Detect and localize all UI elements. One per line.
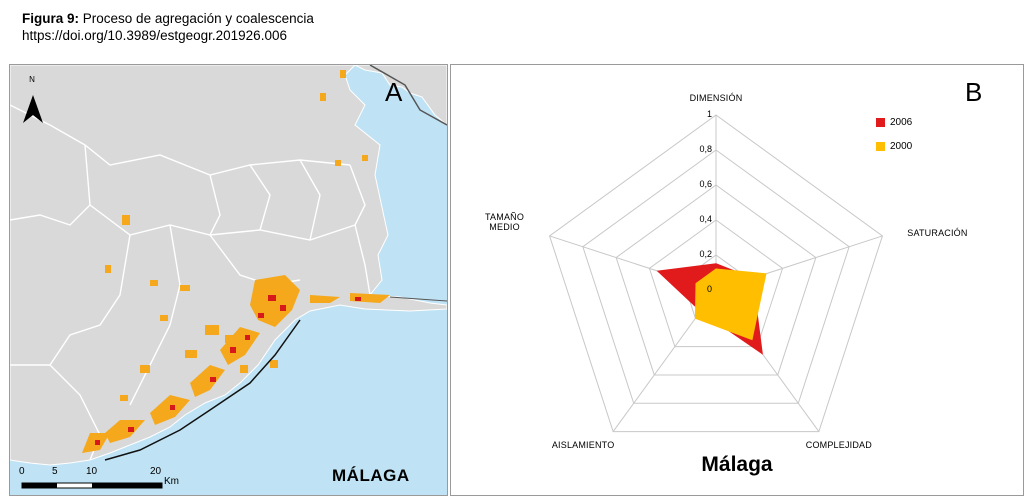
radar-tick-label: 0,6 [699, 179, 712, 189]
place-label: MÁLAGA [332, 466, 410, 485]
radar-axis-label: AISLAMIENTO [551, 439, 615, 450]
urban-2006 [95, 295, 361, 445]
radar-grid-ring [548, 114, 884, 433]
radar-tick-label: 0,8 [699, 144, 712, 154]
panel-b-letter: B [965, 77, 983, 107]
scale-label-5: 5 [52, 466, 58, 477]
radar-chart [548, 114, 884, 433]
scale-label-10: 10 [86, 466, 98, 477]
north-arrow-icon [23, 95, 43, 123]
scale-label-0: 0 [19, 466, 25, 477]
radar-axis-label: DIMENSIÓN [689, 93, 743, 103]
radar-axis-label: TAMAÑO MEDIO [485, 211, 525, 232]
radar-tick-label: 1 [706, 109, 712, 119]
road-line [369, 65, 447, 126]
caption-doi: https://doi.org/10.3989/estgeogr.201926.… [22, 28, 287, 43]
municipal-boundaries [10, 104, 371, 461]
radar-title: Málaga [701, 453, 773, 476]
legend-swatch-2006 [876, 118, 885, 127]
radar-grid-ring [582, 149, 850, 404]
map-panel: N A MÁLAGA 0 5 10 20 Km [9, 64, 448, 496]
radar-series-2000 [694, 268, 767, 341]
map-svg [10, 65, 447, 495]
radar-panel: B Málaga 0 0,2 0,4 0,6 0,8 1 DIMENSIÓN SATURACI… [450, 64, 1024, 496]
scale-bar [21, 482, 163, 489]
radar-grid-ring [648, 219, 784, 348]
radar-grid-ring [615, 184, 817, 376]
caption-title: Proceso de agregación y coalescencia [82, 11, 314, 26]
caption-label: Figura 9: [22, 11, 80, 26]
north-label: N [29, 75, 35, 84]
legend-item-2006: 2006 [876, 117, 912, 128]
legend-item-2000: 2000 [876, 141, 912, 152]
radar-tick-label: 0,2 [699, 249, 712, 259]
legend-label-2000: 2000 [890, 141, 913, 152]
coastline [104, 319, 301, 461]
scale-unit: Km [164, 476, 179, 487]
legend-swatch-2000 [876, 142, 885, 151]
panel-a-letter: A [385, 77, 403, 107]
radar-tick-label: 0,4 [699, 214, 712, 224]
figure-caption: Figura 9: Proceso de agregación y coales… [22, 10, 314, 44]
radar-tick-label: 0 [706, 284, 712, 294]
coast-line [389, 296, 447, 302]
radar-axis-label: COMPLEJIDAD [805, 439, 872, 450]
radar-axis-label: SATURACIÓN [907, 227, 968, 238]
scale-label-20: 20 [150, 466, 162, 477]
legend-label-2006: 2006 [890, 117, 913, 128]
